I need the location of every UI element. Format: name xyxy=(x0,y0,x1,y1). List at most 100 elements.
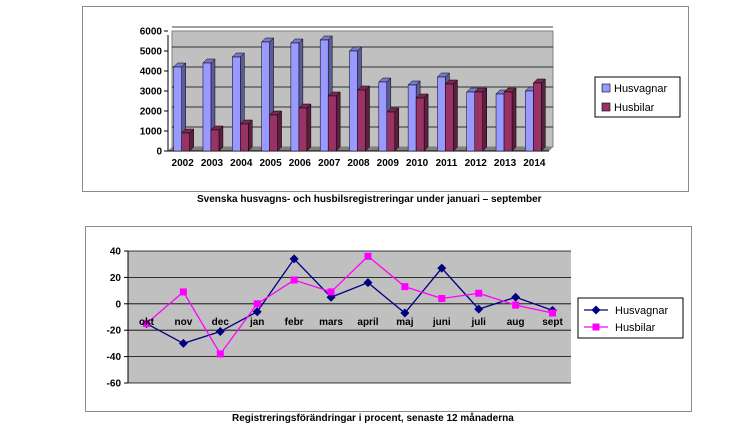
bar-husvagnar xyxy=(173,66,182,152)
point-husvagnar xyxy=(437,263,447,273)
point-husbilar xyxy=(401,283,409,291)
bar-husvagnar xyxy=(261,41,270,152)
point-husbilar xyxy=(475,289,483,297)
point-husvagnar xyxy=(400,308,410,318)
bar-side-husbilar xyxy=(248,119,253,152)
bar-husvagnar xyxy=(290,42,300,152)
line-chart-x-tick-label: aug xyxy=(507,317,525,328)
bar-husvagnar xyxy=(349,50,358,152)
bar-side-husbilar xyxy=(306,103,312,152)
legend-swatch-husvagnar xyxy=(601,83,611,93)
line-chart-caption: Registreringsförändringar i procent, sen… xyxy=(232,413,514,424)
bar-husvagnar xyxy=(407,84,417,152)
bar-chart-x-tick-label: 2003 xyxy=(201,158,224,169)
bar-husbilar xyxy=(386,111,396,152)
legend-marker-husbilar xyxy=(592,323,600,331)
bar-chart-caption: Svenska husvagns- och husbilsregistrerin… xyxy=(197,194,542,205)
line-chart-x-tick-label: mars xyxy=(319,317,343,328)
bar-side-husbilar xyxy=(335,91,341,152)
bar-husbilar xyxy=(210,129,220,152)
line-chart-x-tick-label: maj xyxy=(396,317,413,328)
bar-chart-x-tick-label: 2002 xyxy=(172,158,195,169)
point-husbilar xyxy=(216,350,224,358)
bar-side-husbilar xyxy=(277,110,282,152)
bar-husvagnar xyxy=(319,39,329,152)
legend-label-husbilar: Husbilar xyxy=(614,102,655,114)
line-chart-y-tick-label: 40 xyxy=(110,247,122,258)
bar-husbilar xyxy=(474,91,483,152)
bar-chart-y-tick-label: 0 xyxy=(156,147,162,158)
bar-husbilar xyxy=(240,123,249,152)
line-chart-x-tick-label: april xyxy=(357,317,378,328)
bar-husbilar xyxy=(298,107,308,152)
line-chart-x-tick-label: juli xyxy=(470,317,486,328)
point-husbilar xyxy=(438,295,446,303)
legend-label-husbilar: Husbilar xyxy=(615,322,656,334)
bar-husbilar xyxy=(327,95,337,152)
point-husbilar xyxy=(364,252,372,260)
bar-husbilar xyxy=(269,114,278,152)
bar-chart-y-tick-label: 3000 xyxy=(140,87,163,98)
bar-chart-y-tick-label: 5000 xyxy=(140,47,163,58)
bar-husvagnar xyxy=(466,91,475,152)
point-husbilar xyxy=(253,300,261,308)
line-chart-plot-area xyxy=(128,251,571,383)
bar-side-husbilar xyxy=(482,87,487,152)
legend-swatch-husbilar xyxy=(601,102,611,112)
line-chart-y-tick-label: -60 xyxy=(107,379,122,390)
point-husvagnar xyxy=(178,338,188,348)
bar-side-husbilar xyxy=(365,85,370,152)
point-husbilar xyxy=(512,301,520,309)
point-husvagnar xyxy=(363,278,373,288)
bar-chart-x-tick-label: 2014 xyxy=(523,158,546,169)
legend-label-husvagnar: Husvagnar xyxy=(614,83,668,95)
legend-marker-husvagnar xyxy=(591,305,601,315)
line-chart-legend xyxy=(577,297,684,339)
line-chart-x-tick-label: febr xyxy=(285,317,304,328)
bar-chart-x-tick-label: 2011 xyxy=(436,158,458,169)
bar-husvagnar xyxy=(525,90,534,152)
point-husvagnar xyxy=(215,327,225,337)
point-husbilar xyxy=(549,309,557,317)
line-chart-x-tick-label: jan xyxy=(249,317,264,328)
legend-label-husvagnar: Husvagnar xyxy=(615,305,669,317)
point-husbilar xyxy=(142,320,150,328)
bar-chart-x-tick-label: 2008 xyxy=(347,158,370,169)
line-series-husvagnar xyxy=(146,257,553,345)
point-husvagnar xyxy=(289,254,299,264)
bar-side-husbilar xyxy=(394,107,400,152)
bar-husvagnar xyxy=(232,56,241,152)
bar-chart-y-tick-label: 4000 xyxy=(140,67,163,78)
bar-side-husbilar xyxy=(453,79,458,152)
line-chart-y-tick-label: -20 xyxy=(107,326,122,337)
bar-chart-x-tick-label: 2006 xyxy=(289,158,312,169)
point-husvagnar xyxy=(252,307,262,317)
line-chart-x-tick-label: nov xyxy=(174,317,192,328)
line-chart-x-tick-label: dec xyxy=(212,317,230,328)
point-husbilar xyxy=(290,276,298,284)
bar-chart-x-tick-label: 2007 xyxy=(318,158,341,169)
point-husbilar xyxy=(327,288,335,296)
bar-side-husbilar xyxy=(423,93,429,152)
line-series-husbilar xyxy=(146,255,553,356)
bar-husbilar xyxy=(503,91,513,152)
line-chart-x-tick-label: juni xyxy=(432,317,451,328)
line-chart-y-tick-label: 0 xyxy=(115,299,121,310)
bar-husvagnar xyxy=(495,93,505,152)
bar-chart-y-tick-label: 1000 xyxy=(140,127,163,138)
bar-chart-x-tick-label: 2012 xyxy=(465,158,488,169)
bar-husbilar xyxy=(357,89,366,152)
bar-husbilar xyxy=(415,97,425,152)
bar-husvagnar xyxy=(378,81,388,152)
line-chart-x-tick-label: okt xyxy=(139,317,155,328)
bar-side-husbilar xyxy=(541,78,546,152)
bar-chart-x-tick-label: 2004 xyxy=(230,158,253,169)
bar-husvagnar xyxy=(202,62,212,152)
point-husvagnar xyxy=(511,292,521,302)
bar-husbilar xyxy=(445,83,454,152)
line-chart-y-tick-label: 20 xyxy=(110,273,122,284)
bar-chart-x-tick-label: 2013 xyxy=(494,158,517,169)
bar-husbilar xyxy=(533,82,542,152)
bar-chart-y-tick-label: 6000 xyxy=(140,27,163,38)
